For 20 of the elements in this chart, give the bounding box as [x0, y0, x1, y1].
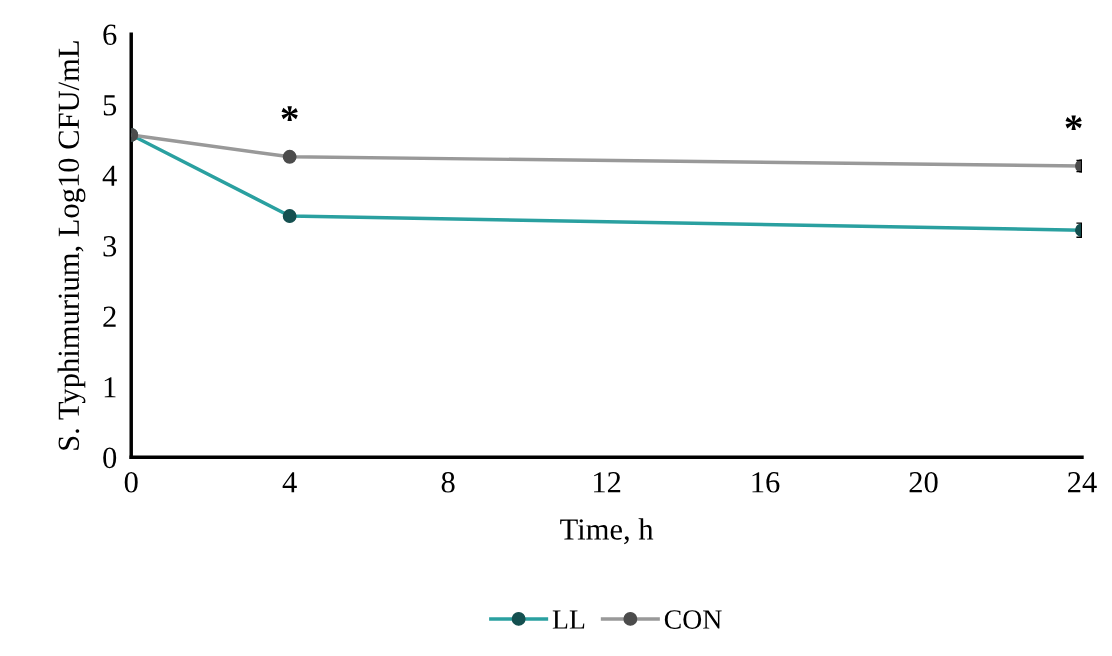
y-tick-label: 6 — [103, 24, 117, 46]
y-axis-title: S. Typhimurium, Log10 CFU/mL — [57, 41, 86, 450]
x-tick-label: 24 — [1068, 472, 1097, 493]
y-tick-label: 4 — [102, 165, 117, 186]
y-tick-label: 5 — [103, 95, 117, 116]
x-tick-label: 8 — [441, 472, 455, 493]
legend-label: CON — [664, 610, 722, 629]
x-tick-label: 0 — [124, 472, 138, 493]
annotation: * — [281, 106, 298, 121]
x-tick-label: 12 — [594, 472, 621, 493]
x-tick-label: 20 — [909, 472, 938, 493]
y-tick-label: 1 — [104, 377, 116, 398]
y-tick-label: 3 — [103, 236, 117, 257]
y-tick-label: 0 — [103, 447, 117, 469]
x-axis-title: Time, h — [560, 518, 654, 545]
legend-label: LL — [552, 610, 585, 629]
annotation: * — [1065, 115, 1082, 131]
x-tick-label: 4 — [282, 472, 297, 493]
x-tick-label: 16 — [752, 472, 780, 493]
y-tick-label: 2 — [103, 306, 116, 327]
